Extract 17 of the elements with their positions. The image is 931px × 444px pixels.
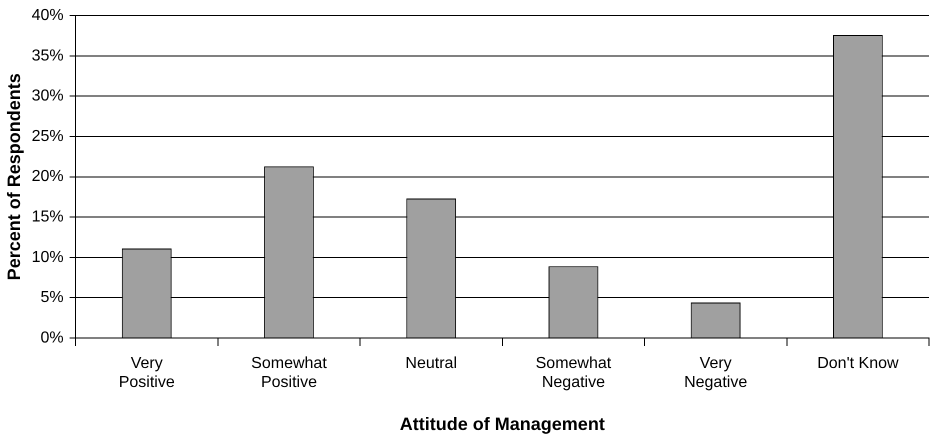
y-axis-title: Percent of Respondents [4,73,24,280]
y-tick-label: 10% [32,248,64,266]
y-tick-label: 5% [40,289,64,306]
x-tick-label: Very Negative [684,355,748,392]
y-tick-label: 30% [32,88,64,105]
x-axis-title: Attitude of Management [400,414,605,434]
y-tick-label: 35% [32,47,64,64]
y-tick-label: 0% [40,329,64,346]
x-tick-label: Somewhat Negative [536,355,612,392]
x-tick-label: Very Positive [118,355,175,392]
x-tick-label: Somewhat Positive [251,355,328,392]
y-tick-label: 15% [32,208,64,226]
y-tick-label: 20% [32,168,64,186]
x-tick-label: Neutral [405,355,457,372]
y-tick-label: 25% [32,128,64,145]
y-tick-label: 40% [32,7,64,24]
x-tick-label: Don't Know [817,355,899,372]
